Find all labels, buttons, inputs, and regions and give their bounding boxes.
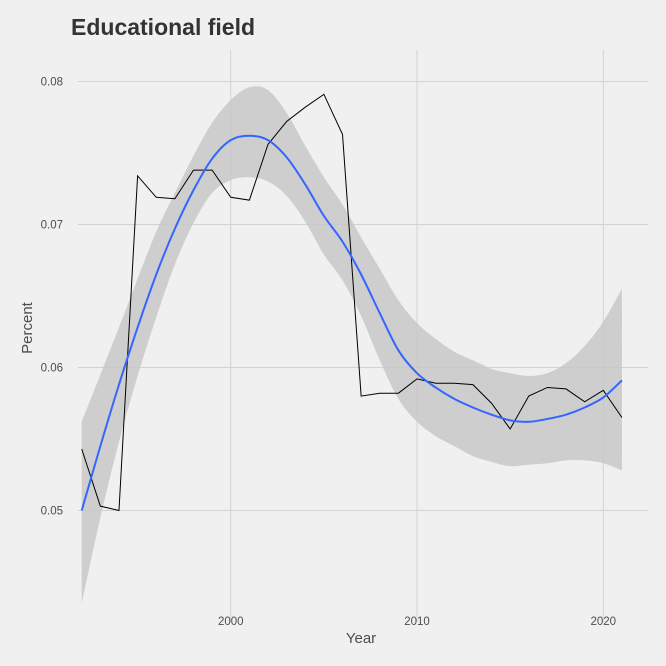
y-axis-title: Percent	[19, 301, 36, 354]
y-tick-label: 0.08	[41, 76, 63, 88]
confidence-band-layer	[81, 86, 622, 604]
x-axis-title: Year	[346, 630, 376, 647]
smoothed-series-layer	[80, 134, 623, 511]
x-tick-label: 2020	[590, 616, 616, 628]
confidence-band	[81, 86, 622, 604]
x-tick-label: 2010	[404, 616, 430, 628]
chart-title: Educational field	[71, 14, 256, 40]
x-tick-label: 2000	[218, 616, 244, 628]
y-tick-label: 0.05	[41, 505, 63, 517]
smoothed-trend-line	[80, 134, 623, 511]
y-tick-label: 0.07	[41, 219, 63, 231]
y-tick-label: 0.06	[41, 362, 63, 374]
raw-series-layer	[81, 93, 623, 512]
grid-layer	[78, 50, 648, 622]
tick-label-layer: 2000 2010 2020 0.05 0.06 0.07 0.08	[41, 76, 616, 628]
raw-series-line	[81, 93, 623, 512]
